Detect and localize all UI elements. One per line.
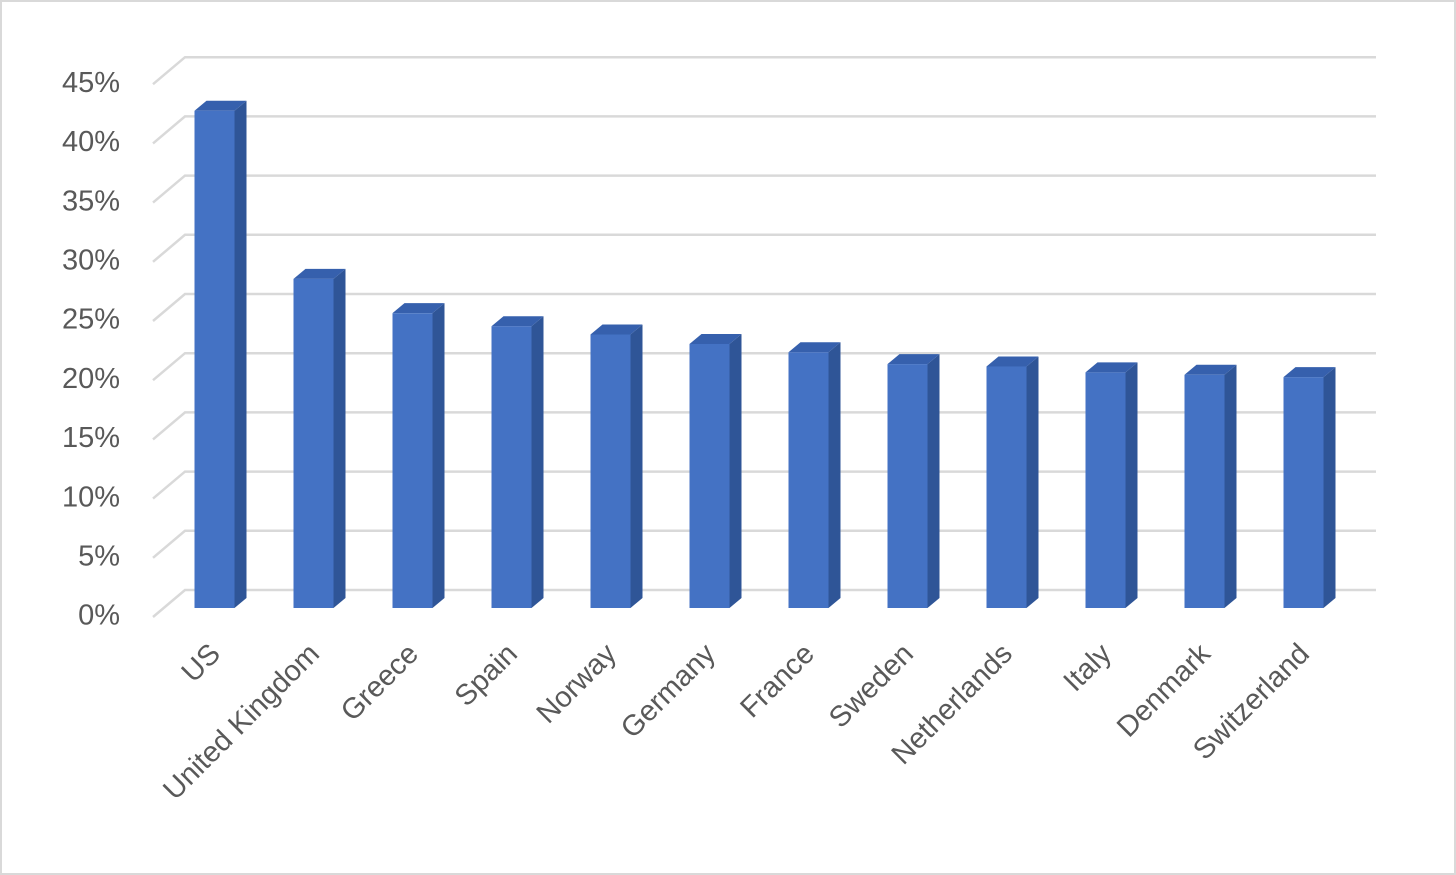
bar-top	[689, 333, 742, 344]
y-tick-label: 30%	[62, 244, 120, 276]
bar-side	[828, 342, 841, 608]
bar-top	[887, 354, 940, 365]
grid-line	[152, 470, 1376, 500]
y-tick-label: 15%	[62, 422, 120, 454]
bar-top	[590, 324, 643, 335]
bar-front	[1283, 377, 1324, 608]
bar-front	[1085, 372, 1126, 608]
bar-side	[432, 303, 445, 608]
bar-front	[1184, 374, 1225, 608]
grid-line	[152, 115, 1376, 145]
bar	[293, 268, 346, 608]
grid-line	[152, 292, 1376, 322]
grid-line	[152, 351, 1376, 382]
bar-side	[1026, 356, 1039, 608]
bar	[1085, 362, 1138, 608]
grid-line	[152, 233, 1376, 263]
bar-front	[887, 364, 928, 608]
bar-side	[729, 333, 742, 608]
bar	[788, 342, 841, 608]
bar-front	[986, 366, 1027, 608]
bar	[491, 316, 544, 608]
bar-front	[491, 326, 532, 608]
bar-side	[234, 100, 247, 608]
bar-front	[293, 278, 334, 608]
y-tick-label: 40%	[62, 126, 120, 158]
bar	[887, 354, 940, 608]
bar	[194, 100, 247, 608]
bar-side	[1323, 367, 1336, 608]
y-tick-label: 25%	[62, 304, 120, 336]
bar-front	[788, 352, 829, 608]
bar	[986, 356, 1039, 608]
bar-top	[986, 356, 1039, 367]
bar	[1184, 364, 1237, 608]
bar-side	[333, 268, 346, 608]
y-tick-label: 10%	[62, 481, 120, 513]
bar	[689, 333, 742, 608]
grid-line	[152, 588, 1376, 618]
bar-front	[194, 110, 235, 608]
grid-line	[152, 529, 1376, 559]
bar	[1283, 367, 1336, 608]
bar-side	[927, 354, 940, 608]
bar	[392, 303, 445, 608]
bar-side	[630, 324, 643, 608]
y-tick-label: 45%	[62, 67, 120, 99]
y-tick-label: 0%	[78, 600, 120, 632]
bar-top	[788, 342, 841, 353]
bar	[590, 324, 643, 608]
bar-top	[1283, 367, 1336, 378]
bar-front	[590, 334, 631, 608]
bar-front	[392, 313, 433, 608]
grid-line	[152, 411, 1376, 441]
bar-top	[1184, 364, 1237, 375]
y-tick-label: 5%	[78, 540, 120, 572]
bar-side	[1125, 362, 1138, 608]
bar-front	[689, 343, 730, 608]
y-tick-label: 20%	[62, 363, 120, 395]
bar-top	[293, 268, 346, 279]
grid-line	[152, 55, 1376, 86]
y-tick-label: 35%	[62, 185, 120, 217]
grid-line	[152, 174, 1376, 204]
bar-top	[392, 303, 445, 314]
bar-side	[1224, 364, 1237, 608]
bar-side	[531, 316, 544, 608]
bar-top	[194, 100, 247, 111]
bar-top	[1085, 362, 1138, 373]
bar-top	[491, 316, 544, 327]
